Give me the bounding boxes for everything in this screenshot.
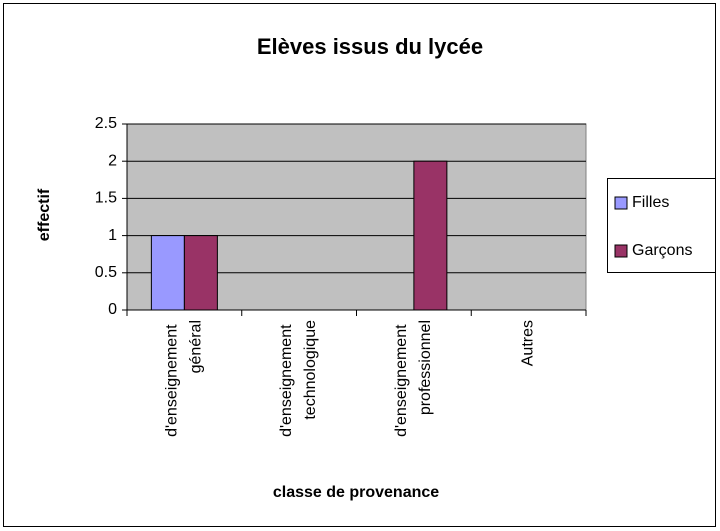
legend-swatch: [614, 196, 628, 210]
x-axis-label: classe de provenance: [273, 484, 439, 501]
chart-title: Elèves issus du lycée: [257, 34, 483, 59]
y-tick-label: 0.5: [95, 264, 117, 281]
legend-label: Garçons: [632, 242, 692, 259]
bar: [413, 160, 448, 311]
legend-swatch: [614, 244, 628, 258]
bar: [150, 235, 185, 311]
x-tick-label: d'enseignement professionnel: [393, 320, 434, 437]
y-tick-label: 1.5: [95, 190, 117, 207]
y-tick-label: 2: [108, 152, 117, 169]
y-tick-label: 0: [108, 301, 117, 318]
y-tick-label: 1: [108, 227, 117, 244]
x-tick-label: Autres: [520, 320, 537, 366]
x-tick-label: d'enseignement général: [164, 320, 205, 437]
y-tick-label: 2.5: [95, 115, 117, 132]
x-tick-label: d'enseignement technologique: [278, 320, 319, 437]
legend-label: Filles: [632, 194, 669, 211]
bar: [183, 235, 218, 311]
y-axis-label: effectif: [36, 188, 53, 241]
